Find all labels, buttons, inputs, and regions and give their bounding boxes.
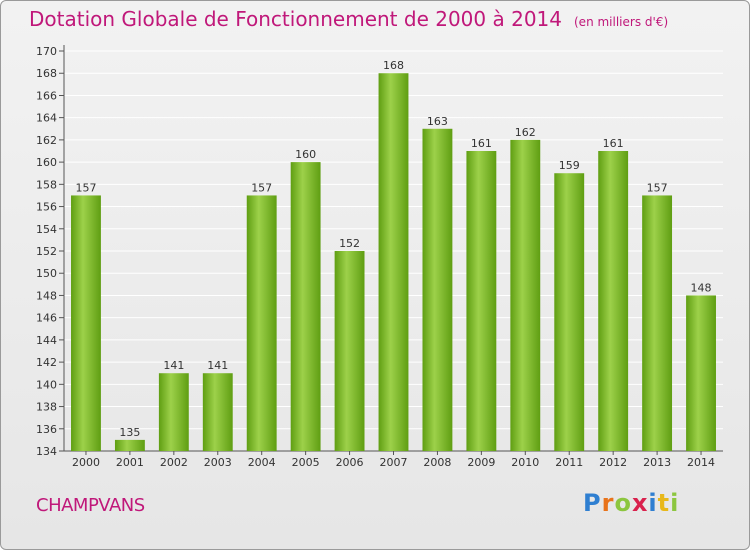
bar-value-label: 162 [515,126,536,139]
bar-value-label: 161 [471,137,492,150]
bar-value-label: 141 [163,359,184,372]
bar [466,151,497,451]
data-labels: 157 135 141 141 157 160 152 168 163 161 162 159 161 1… [75,59,711,439]
x-tick-label: 2012 [599,456,627,469]
bars [71,73,716,451]
x-tick-label: 2008 [423,456,451,469]
bar [686,295,716,451]
y-tick-label: 134 [36,445,57,458]
y-tick-label: 136 [36,423,57,436]
bar [71,195,101,451]
title-text: Dotation Globale de Fonctionnement de 20… [29,7,562,31]
bar-value-label: 160 [295,148,316,161]
chart-subtitle: (en milliers d'€) [574,15,669,29]
x-tick-label: 2014 [687,456,715,469]
bar-value-label: 157 [251,181,272,194]
y-tick-label: 148 [36,289,57,302]
x-tick-label: 2000 [72,456,100,469]
y-tick-label: 142 [36,356,57,369]
bar-value-label: 168 [383,59,404,72]
bar [290,162,321,451]
bar-value-label: 157 [75,181,96,194]
bar-value-label: 135 [119,426,140,439]
bar-value-label: 157 [647,181,668,194]
bar-value-label: 148 [691,281,712,294]
chart-title: Dotation Globale de Fonctionnement de 20… [29,7,668,31]
y-tick-label: 158 [36,178,57,191]
bar-value-label: 159 [559,159,580,172]
bar [422,128,453,451]
y-tick-label: 166 [36,89,57,102]
bar [246,195,277,451]
bar-value-label: 163 [427,115,448,128]
y-tick-label: 168 [36,67,57,80]
y-tick-labels: 134 136 138 140 142 144 146 148 150 152 154 156 158 1… [36,45,57,458]
x-tick-label: 2002 [160,456,188,469]
y-tick-label: 138 [36,401,57,414]
bar-value-label: 161 [603,137,624,150]
y-tick-label: 156 [36,201,57,214]
y-tick-label: 162 [36,134,57,147]
proxiti-logo: Proxiti [583,489,680,517]
bar [158,373,189,451]
x-tick-label: 2009 [467,456,495,469]
bar [202,373,233,451]
bar [642,195,673,451]
y-tick-label: 150 [36,267,57,280]
x-tick-labels: 2000 2001 2002 2003 2004 2005 2006 2007 2008 2009… [72,451,715,469]
x-tick-label: 2006 [336,456,364,469]
y-tick-label: 160 [36,156,57,169]
x-tick-label: 2010 [511,456,539,469]
bar [510,139,541,451]
x-tick-label: 2004 [248,456,276,469]
y-tick-label: 154 [36,223,57,236]
bar-value-label: 141 [207,359,228,372]
y-tick-label: 164 [36,112,57,125]
bar [334,251,365,451]
y-tick-label: 170 [36,45,57,58]
x-tick-label: 2003 [204,456,232,469]
bar [598,151,629,451]
x-tick-label: 2005 [292,456,320,469]
bar-value-label: 152 [339,237,360,250]
x-tick-label: 2001 [116,456,144,469]
y-tick-label: 146 [36,312,57,325]
y-tick-label: 144 [36,334,57,347]
y-tick-label: 152 [36,245,57,258]
bar [114,439,145,451]
y-tick-label: 140 [36,378,57,391]
bar [378,73,409,451]
commune-name: CHAMPVANS [36,495,145,516]
x-tick-label: 2007 [380,456,408,469]
x-tick-label: 2011 [555,456,583,469]
x-tick-label: 2013 [643,456,671,469]
bar [554,173,585,451]
